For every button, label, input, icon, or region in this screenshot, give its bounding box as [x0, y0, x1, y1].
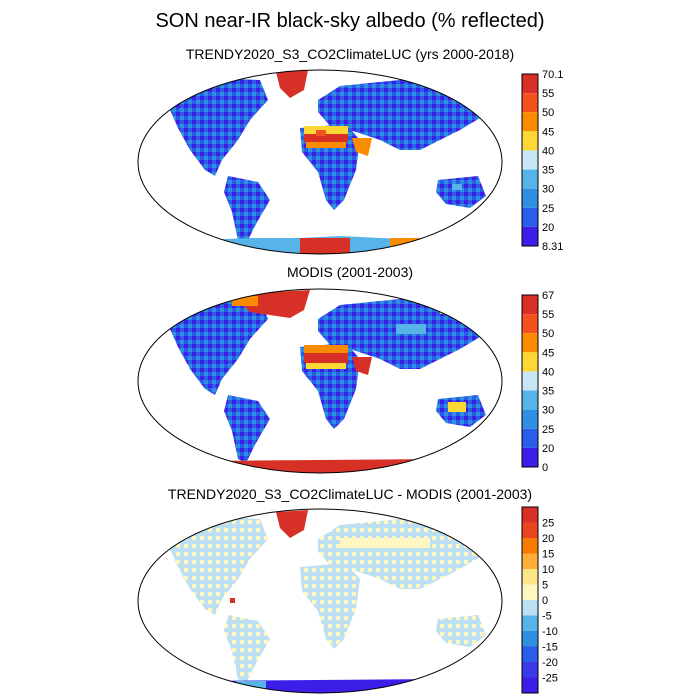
colorbar-swatch [522, 74, 538, 94]
colorbar-tick-label: 20 [542, 222, 554, 234]
colorbar-swatch [522, 314, 538, 334]
colorbar-swatch [522, 371, 538, 391]
colorbar-tick-label: 35 [542, 386, 554, 398]
colorbar-1: 70.1 55 50 45 40 35 30 25 20 8.31 [521, 69, 563, 253]
colorbar-swatch [522, 538, 538, 554]
colorbar-tick-label: 25 [542, 424, 554, 436]
colorbar-swatch [522, 584, 538, 600]
colorbar-tick-label: 10 [542, 564, 554, 576]
colorbar-swatch [522, 207, 538, 227]
colorbar-tick-label: 8.31 [542, 241, 563, 253]
colorbar-swatch [522, 226, 538, 246]
colorbar-tick-label: 5 [542, 580, 548, 592]
colorbar-swatch [522, 112, 538, 132]
colorbar-swatch [522, 662, 538, 678]
colorbar-frame [521, 506, 539, 694]
colorbar-tick-label: -20 [542, 657, 558, 669]
colorbar-swatch [522, 409, 538, 429]
map-panel-3 [170, 510, 492, 693]
colorbar-swatch [522, 169, 538, 189]
colorbar-tick-label: -25 [542, 673, 558, 685]
colorbar-swatch [522, 553, 538, 569]
colorbar-swatch [522, 447, 538, 467]
colorbar-tick-label: 20 [542, 443, 554, 455]
colorbar-swatch [522, 333, 538, 353]
colorbar-swatch [522, 677, 538, 693]
colorbar-swatch [522, 131, 538, 151]
colorbar-swatch [522, 615, 538, 631]
colorbar-tick-label: 45 [542, 126, 554, 138]
colorbar-tick-label: 55 [542, 88, 554, 100]
colorbar-tick-label: 25 [542, 518, 554, 530]
colorbar-swatch [522, 188, 538, 208]
colorbar-swatch [522, 352, 538, 372]
colorbar-tick-label: 55 [542, 309, 554, 321]
colorbar-tick-label: 15 [542, 549, 554, 561]
colorbar-tick-label: -10 [542, 626, 558, 638]
colorbar-swatch [522, 390, 538, 410]
map-outline-3 [137, 508, 503, 694]
map-outline-1 [137, 69, 503, 255]
colorbar-tick-label: 30 [542, 405, 554, 417]
colorbar-swatch [522, 93, 538, 113]
colorbar-frame [521, 294, 539, 468]
colorbar-2: 67 55 50 45 40 35 30 25 20 0 [521, 290, 554, 474]
map-panel-2 [170, 290, 492, 473]
colorbar-tick-label: 67 [542, 290, 554, 302]
panel-title-1: TRENDY2020_S3_CO2ClimateLUC (yrs 2000-20… [185, 46, 515, 62]
colorbar-swatch [522, 569, 538, 585]
colorbar-tick-label: 45 [542, 347, 554, 359]
colorbar-swatch [522, 631, 538, 647]
colorbar-swatch [522, 646, 538, 662]
colorbar-swatch [522, 295, 538, 315]
colorbar-tick-label: -15 [542, 642, 558, 654]
colorbar-tick-label: 40 [542, 145, 554, 157]
colorbar-tick-label: 40 [542, 366, 554, 378]
map-outline-2 [137, 288, 503, 474]
colorbar-3: 25 20 15 10 5 0 -5 -10 -15 -20 -25 [521, 506, 558, 694]
colorbar-tick-label: 20 [542, 533, 554, 545]
colorbar-swatch [522, 428, 538, 448]
colorbar-tick-label: 50 [542, 107, 554, 119]
colorbar-tick-label: 50 [542, 328, 554, 340]
colorbar-tick-label: 70.1 [542, 69, 563, 81]
panel-title-3: TRENDY2020_S3_CO2ClimateLUC - MODIS (200… [167, 486, 533, 502]
colorbar-swatch [522, 507, 538, 523]
colorbar-tick-label: 30 [542, 184, 554, 196]
colorbar-tick-label: 0 [542, 595, 548, 607]
colorbar-tick-label: 0 [542, 462, 548, 474]
colorbar-frame [521, 73, 539, 247]
colorbar-tick-label: 35 [542, 165, 554, 177]
colorbar-swatch [522, 150, 538, 170]
colorbar-swatch [522, 522, 538, 538]
colorbar-tick-label: -5 [542, 611, 552, 623]
colorbar-swatch [522, 600, 538, 616]
colorbar-tick-label: 25 [542, 203, 554, 215]
panel-title-2: MODIS (2001-2003) [286, 264, 414, 280]
main-title: SON near-IR black-sky albedo (% reflecte… [155, 10, 545, 32]
